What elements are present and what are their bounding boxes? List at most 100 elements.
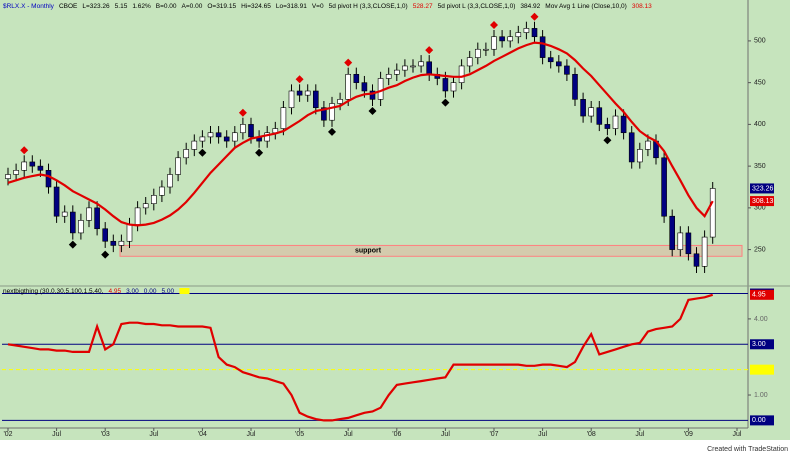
header-item: 4.95 (108, 288, 121, 295)
candle-body (483, 48, 489, 51)
candle-body (126, 224, 133, 242)
candle-body (78, 220, 84, 234)
header-swatch (179, 288, 190, 294)
candle-body (240, 124, 246, 134)
header-item: 384.92 (520, 3, 540, 10)
candle-body (232, 132, 238, 142)
candle-body (110, 240, 117, 246)
pivot-low (101, 250, 110, 259)
candle-body (539, 36, 546, 58)
header-item: Lo=318.91 (276, 3, 307, 10)
candle-body (685, 232, 692, 255)
candle-body (296, 90, 303, 96)
candle-body (523, 28, 530, 33)
chart-header: $RLX.X - Monthly CBOE L=323.26 5.15 1.62% B=0… (3, 3, 652, 10)
pivot-high (530, 12, 539, 21)
x-tick-label: '02 (3, 431, 12, 438)
candle-body (620, 115, 627, 134)
header-item: A=0.00 (182, 3, 203, 10)
level-box-label: 0.00 (752, 417, 766, 424)
value-box (750, 289, 774, 300)
pivot-high (490, 21, 498, 30)
x-tick-label: '05 (295, 431, 304, 438)
candle-body (547, 57, 554, 63)
header-item: 5.15 (115, 3, 128, 10)
candle-body (499, 36, 505, 42)
candle-body (21, 161, 28, 171)
candle-body (580, 99, 586, 117)
value-box (750, 183, 774, 194)
candle-body (94, 207, 100, 230)
pivot-low (198, 148, 207, 157)
candle-body (86, 207, 92, 221)
candle-body (645, 140, 651, 150)
candle-body (588, 107, 595, 117)
candle-body (410, 65, 416, 68)
candle-body (345, 73, 352, 100)
candle-body (353, 73, 360, 83)
candle-body (159, 186, 165, 196)
y-tick-label: 1.00 (754, 392, 768, 399)
candle-body (636, 149, 643, 163)
header-item: 3.00 (126, 288, 139, 295)
pivot-high (295, 75, 304, 84)
candle-body (37, 165, 44, 171)
candle-body (393, 69, 400, 75)
candle-body (418, 61, 424, 67)
candle-body (612, 115, 619, 129)
candle-body (102, 228, 108, 242)
candle-body (5, 174, 11, 179)
candle-body (426, 61, 433, 75)
candle-body (564, 65, 570, 75)
indicator-title: nextbigthing (30,0,30,5,100,1.5,40, (3, 288, 104, 295)
candle-body (264, 132, 271, 142)
candle-body (329, 103, 335, 121)
candle-body (458, 65, 465, 83)
candle-body (312, 90, 319, 108)
x-tick-label: '08 (587, 431, 596, 438)
candle-body (223, 136, 230, 142)
candle-body (191, 140, 198, 150)
footer-bar (0, 440, 790, 454)
y-tick-label: 300 (754, 205, 766, 212)
candle-body (604, 124, 611, 129)
pivot-low (368, 107, 377, 116)
indicator-line (7, 293, 714, 422)
value-box-label: 4.95 (752, 292, 766, 299)
candle-body (596, 107, 603, 125)
candle-body (369, 90, 376, 100)
candle-body (466, 57, 473, 67)
header-item: Mov Avg 1 Line (Close,10,0) (545, 3, 627, 10)
candle-body (677, 232, 684, 250)
candle-body (669, 215, 676, 250)
header-item: 1.62% (132, 3, 151, 10)
candle-body (321, 107, 327, 121)
candle-body (507, 36, 514, 42)
candle-body (248, 124, 254, 138)
level-box (750, 339, 774, 350)
footer: Created with TradeStation (707, 446, 788, 453)
header-item: 5d pivot H (3,3,CLOSE,1,0) (329, 3, 408, 10)
candle-body (361, 82, 368, 92)
y-tick-label: 400 (754, 121, 766, 128)
candle-body (531, 28, 538, 38)
candle-body (377, 78, 384, 100)
candle-body (701, 236, 708, 267)
header-item: L=323.26 (82, 3, 110, 10)
candle-body (442, 78, 449, 92)
x-tick-label: '04 (198, 431, 207, 438)
candle-body (280, 107, 287, 129)
pivot-low (255, 148, 264, 157)
header-item: 0.00 (144, 288, 157, 295)
header-item: 5.00 (161, 288, 174, 295)
header-item: 5d pivot L (3,3,CLOSE,1,0) (438, 3, 516, 10)
value-box-label: 323.26 (752, 185, 774, 192)
candle-body (628, 132, 635, 163)
candle-body (207, 132, 214, 138)
x-tick-label: Jul (344, 431, 353, 438)
candle-body (118, 240, 125, 246)
candle-body (29, 161, 36, 167)
indicator-header: nextbigthing (30,0,30,5,100,1.5,40, 4.95 3… (3, 288, 174, 295)
candle-body (13, 170, 19, 175)
x-tick-label: '06 (392, 431, 401, 438)
